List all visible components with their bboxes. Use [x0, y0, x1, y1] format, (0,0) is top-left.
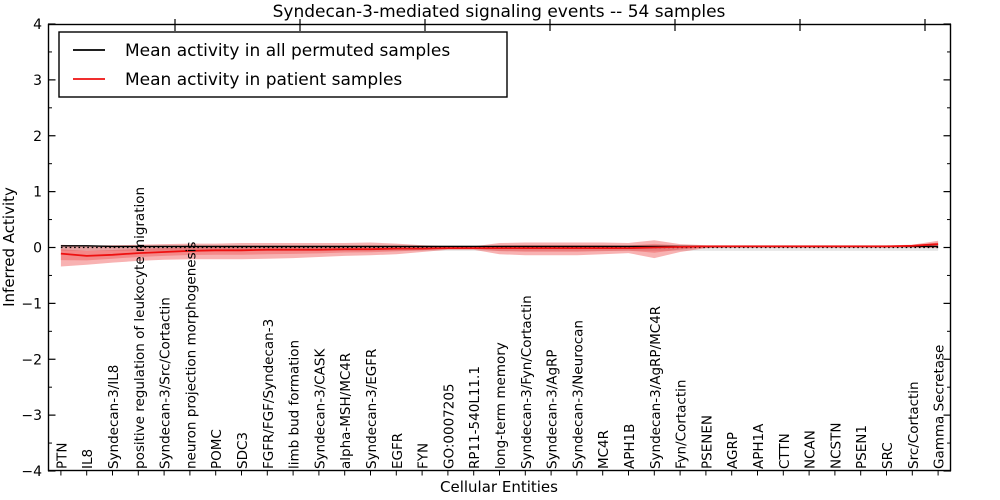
- x-category-label: Syndecan-3/EGFR: [364, 349, 380, 469]
- x-category-label: IL8: [80, 449, 96, 469]
- x-category-label: Src/Cortactin: [906, 381, 922, 469]
- y-tick-label: −4: [21, 464, 42, 480]
- x-category-label: Syndecan-3/Fyn/Cortactin: [519, 295, 535, 469]
- x-category-label: PTN: [54, 443, 70, 470]
- chart-title: Syndecan-3-mediated signaling events -- …: [273, 2, 726, 22]
- x-category-label: GO:0007205: [441, 383, 457, 469]
- legend-label: Mean activity in patient samples: [125, 70, 402, 90]
- y-tick-label: 0: [33, 241, 42, 257]
- x-axis-label: Cellular Entities: [440, 478, 558, 496]
- x-category-label: alpha-MSH/MC4R: [338, 353, 354, 469]
- x-category-label: AGRP: [725, 432, 741, 469]
- x-category-label: Syndecan-3/Neurocan: [570, 320, 586, 469]
- x-category-label: SRC: [880, 442, 896, 469]
- x-category-label: Syndecan-3/Src/Cortactin: [158, 297, 174, 469]
- x-category-label: positive regulation of leukocyte migrati…: [132, 187, 148, 469]
- x-category-label: Syndecan-3/AgRP: [545, 349, 561, 469]
- y-tick-label: 4: [33, 17, 42, 33]
- plot-border: [47, 23, 952, 472]
- x-category-label: EGFR: [390, 433, 406, 469]
- y-tick-label: 3: [33, 73, 42, 89]
- y-axis-label: Inferred Activity: [0, 187, 18, 307]
- legend-box: [58, 31, 508, 98]
- y-tick-label: −2: [21, 352, 42, 368]
- x-category-label: limb bud formation: [287, 340, 303, 469]
- x-category-label: Syndecan-3/IL8: [106, 365, 122, 469]
- y-tick-label: −3: [21, 408, 42, 424]
- x-category-label: FYN: [416, 443, 432, 469]
- x-category-label: CTTN: [777, 433, 793, 469]
- x-category-label: NCSTN: [828, 423, 844, 469]
- x-category-label: PSENEN: [699, 415, 715, 469]
- x-category-label: neuron projection morphogenesis: [183, 242, 199, 469]
- x-category-label: SDC3: [235, 432, 251, 469]
- y-tick-label: −1: [21, 296, 42, 312]
- x-category-label: MC4R: [596, 430, 612, 469]
- patient-mean-line: [60, 243, 939, 257]
- x-category-label: long-term memory: [493, 342, 509, 469]
- x-category-label: Syndecan-3/AgRP/MC4R: [648, 306, 664, 469]
- x-category-label: POMC: [209, 429, 225, 469]
- y-tick-label: 2: [33, 129, 42, 145]
- x-category-label: Syndecan-3/CASK: [312, 348, 328, 469]
- x-category-label: NCAN: [803, 430, 819, 469]
- x-category-label: PSEN1: [854, 425, 870, 469]
- x-category-label: APH1A: [751, 423, 767, 469]
- legend-label: Mean activity in all permuted samples: [125, 41, 450, 61]
- x-category-label: APH1B: [622, 424, 638, 469]
- x-category-label: FGFR/FGF/Syndecan-3: [261, 319, 277, 469]
- y-tick-label: 1: [33, 185, 42, 201]
- x-category-label: Fyn/Cortactin: [674, 380, 690, 469]
- x-category-label: Gamma Secretase: [932, 345, 948, 469]
- x-category-label: RP11-540L11.1: [467, 366, 483, 469]
